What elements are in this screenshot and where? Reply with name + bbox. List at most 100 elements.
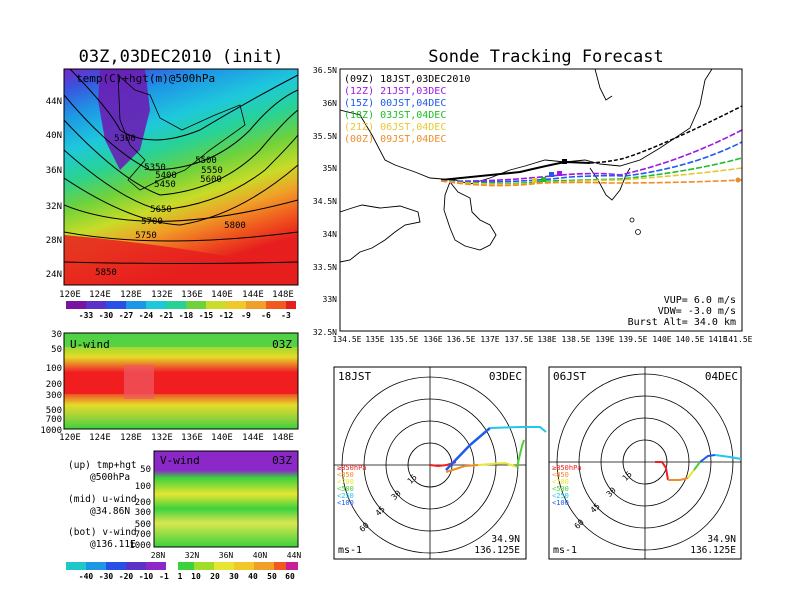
ytick-28n: 28N xyxy=(46,236,62,246)
contour-5700: 5700 xyxy=(141,217,163,227)
burst-marker-18z xyxy=(541,177,546,182)
xtick-148e: 148E xyxy=(272,290,294,300)
hodo2-lon: 136.125E xyxy=(690,545,736,556)
plev-850up: ≥850hPa xyxy=(552,464,582,472)
cb500-label: -30 xyxy=(99,311,114,320)
warm-core xyxy=(64,235,298,285)
contour-labels: 5300 5350 5400 5450 5500 5550 5600 5650 … xyxy=(95,134,246,278)
cbw-label: 40 xyxy=(248,572,258,581)
hodo1-unit: ms-1 xyxy=(338,545,362,556)
cold-core xyxy=(98,69,150,170)
legend-15z: (15Z) 00JST,04DEC xyxy=(344,98,446,109)
contour-5550: 5550 xyxy=(201,166,223,176)
hodo2-yellow xyxy=(687,469,695,479)
panel-500hpa-xticks: 120E 124E 128E 132E 136E 140E 144E 148E xyxy=(59,290,294,300)
plev-850up: ≥850hPa xyxy=(337,464,367,472)
map-xtick: 138.5E xyxy=(562,335,591,344)
v-wind-yticks: 50 100 200 300 500 700 1000 xyxy=(129,465,151,551)
v-wind-time: 03Z xyxy=(272,454,292,467)
map-ytick: 35.5N xyxy=(313,132,337,141)
colorbar-wind xyxy=(66,562,298,570)
ytick-40n: 40N xyxy=(46,131,62,141)
cbw-label: -10 xyxy=(139,572,154,581)
hodo1-time: 18JST xyxy=(338,370,371,383)
xtick-140e: 140E xyxy=(211,290,233,300)
v-xtick: 44N xyxy=(287,551,302,560)
v-xtick: 40N xyxy=(253,551,268,560)
legend-09z: (09Z) 18JST,03DEC2010 xyxy=(344,74,470,85)
hodo2-lat: 34.9N xyxy=(707,534,736,545)
cb500-label: -15 xyxy=(199,311,214,320)
note-bot-sub: @136.11E xyxy=(90,539,136,550)
map-ytick: 33N xyxy=(323,295,338,304)
contour-5400: 5400 xyxy=(155,171,177,181)
cbw-label: 30 xyxy=(229,572,239,581)
v-ytick: 700 xyxy=(135,530,151,540)
u-wind-time: 03Z xyxy=(272,338,292,351)
hodograph-18jst: 18JST 03DEC 15 30 45 60 ≥850hPa <850 <70… xyxy=(333,366,547,560)
cbw-label: 60 xyxy=(285,572,295,581)
cbw-label: 50 xyxy=(267,572,277,581)
map-ytick: 34.5N xyxy=(313,197,337,206)
track-params: VUP= 6.0 m/s VDW= -3.0 m/s Burst Alt= 34… xyxy=(628,295,736,328)
hodo1-blue xyxy=(445,427,491,471)
ytick-44n: 44N xyxy=(46,97,62,107)
contour-5750: 5750 xyxy=(135,231,157,241)
track-map xyxy=(340,69,742,331)
track-09z xyxy=(440,160,591,181)
ytick-24n: 24N xyxy=(46,270,62,280)
u-ytick: 500 xyxy=(46,406,62,416)
cbw-label: -30 xyxy=(99,572,114,581)
note-mid-sub: @34.86N xyxy=(90,506,130,517)
contour-5350: 5350 xyxy=(144,163,166,173)
plev-250: <250 xyxy=(337,492,354,500)
v-ytick: 50 xyxy=(140,465,151,475)
hodo2-cyan xyxy=(714,454,742,460)
plev-100: <100 xyxy=(552,499,569,507)
panel-500hpa-label: temp(C)+hgt(m)@500hPa xyxy=(76,72,215,85)
hodo2-unit: ms-1 xyxy=(553,545,577,556)
hodo2-red xyxy=(655,461,669,481)
map-xtick: 141.5E xyxy=(724,335,753,344)
u-xtick: 124E xyxy=(89,433,111,443)
burst-marker-12z xyxy=(557,171,562,176)
track-15z xyxy=(440,141,742,183)
end-marker-00z xyxy=(735,177,741,183)
u-wind-xticks: 120E 124E 128E 132E 136E 140E 144E 148E xyxy=(59,433,294,443)
track-legend: (09Z) 18JST,03DEC2010 (12Z) 21JST,03DEC … xyxy=(344,74,470,145)
cbw-label: 10 xyxy=(191,572,201,581)
legend-12z: (12Z) 21JST,03DEC xyxy=(344,86,446,97)
hodo1-orange xyxy=(445,464,479,473)
map-xtick: 141E xyxy=(708,335,727,344)
plev-500: <500 xyxy=(552,485,569,493)
track-00z xyxy=(440,179,742,187)
burst-marker-15z xyxy=(549,172,554,177)
map-xtick: 134.5E xyxy=(333,335,362,344)
note-bot-head: (bot) v-wind xyxy=(68,527,137,538)
u-xtick: 148E xyxy=(272,433,294,443)
u-wind-yticks: 30 50 100 200 300 500 700 1000 xyxy=(40,330,62,436)
plev-850: <850 xyxy=(552,471,569,479)
plev-500: <500 xyxy=(337,485,354,493)
island xyxy=(629,217,635,223)
ytick-32n: 32N xyxy=(46,202,62,212)
u-wind-label: U-wind xyxy=(70,338,110,351)
note-mid-head: (mid) u-wind xyxy=(68,494,137,505)
hodo2-orange xyxy=(668,477,689,481)
island xyxy=(635,229,641,235)
v-ytick: 500 xyxy=(135,520,151,530)
burst-marker-21z xyxy=(532,178,537,183)
cbw-label: -40 xyxy=(79,572,94,581)
hodo2-blue xyxy=(699,454,716,463)
cb500-label: -24 xyxy=(139,311,154,320)
u-xtick: 128E xyxy=(120,433,142,443)
coastline-kii xyxy=(443,181,497,251)
panel-u-wind-frame xyxy=(63,332,299,430)
cbw-label: -20 xyxy=(119,572,134,581)
v-xtick: 28N xyxy=(151,551,166,560)
u-xtick: 120E xyxy=(59,433,81,443)
u-xtick: 136E xyxy=(181,433,203,443)
track-21z xyxy=(440,167,742,186)
hodo2-time: 06JST xyxy=(553,370,586,383)
v-ytick: 100 xyxy=(135,482,151,492)
